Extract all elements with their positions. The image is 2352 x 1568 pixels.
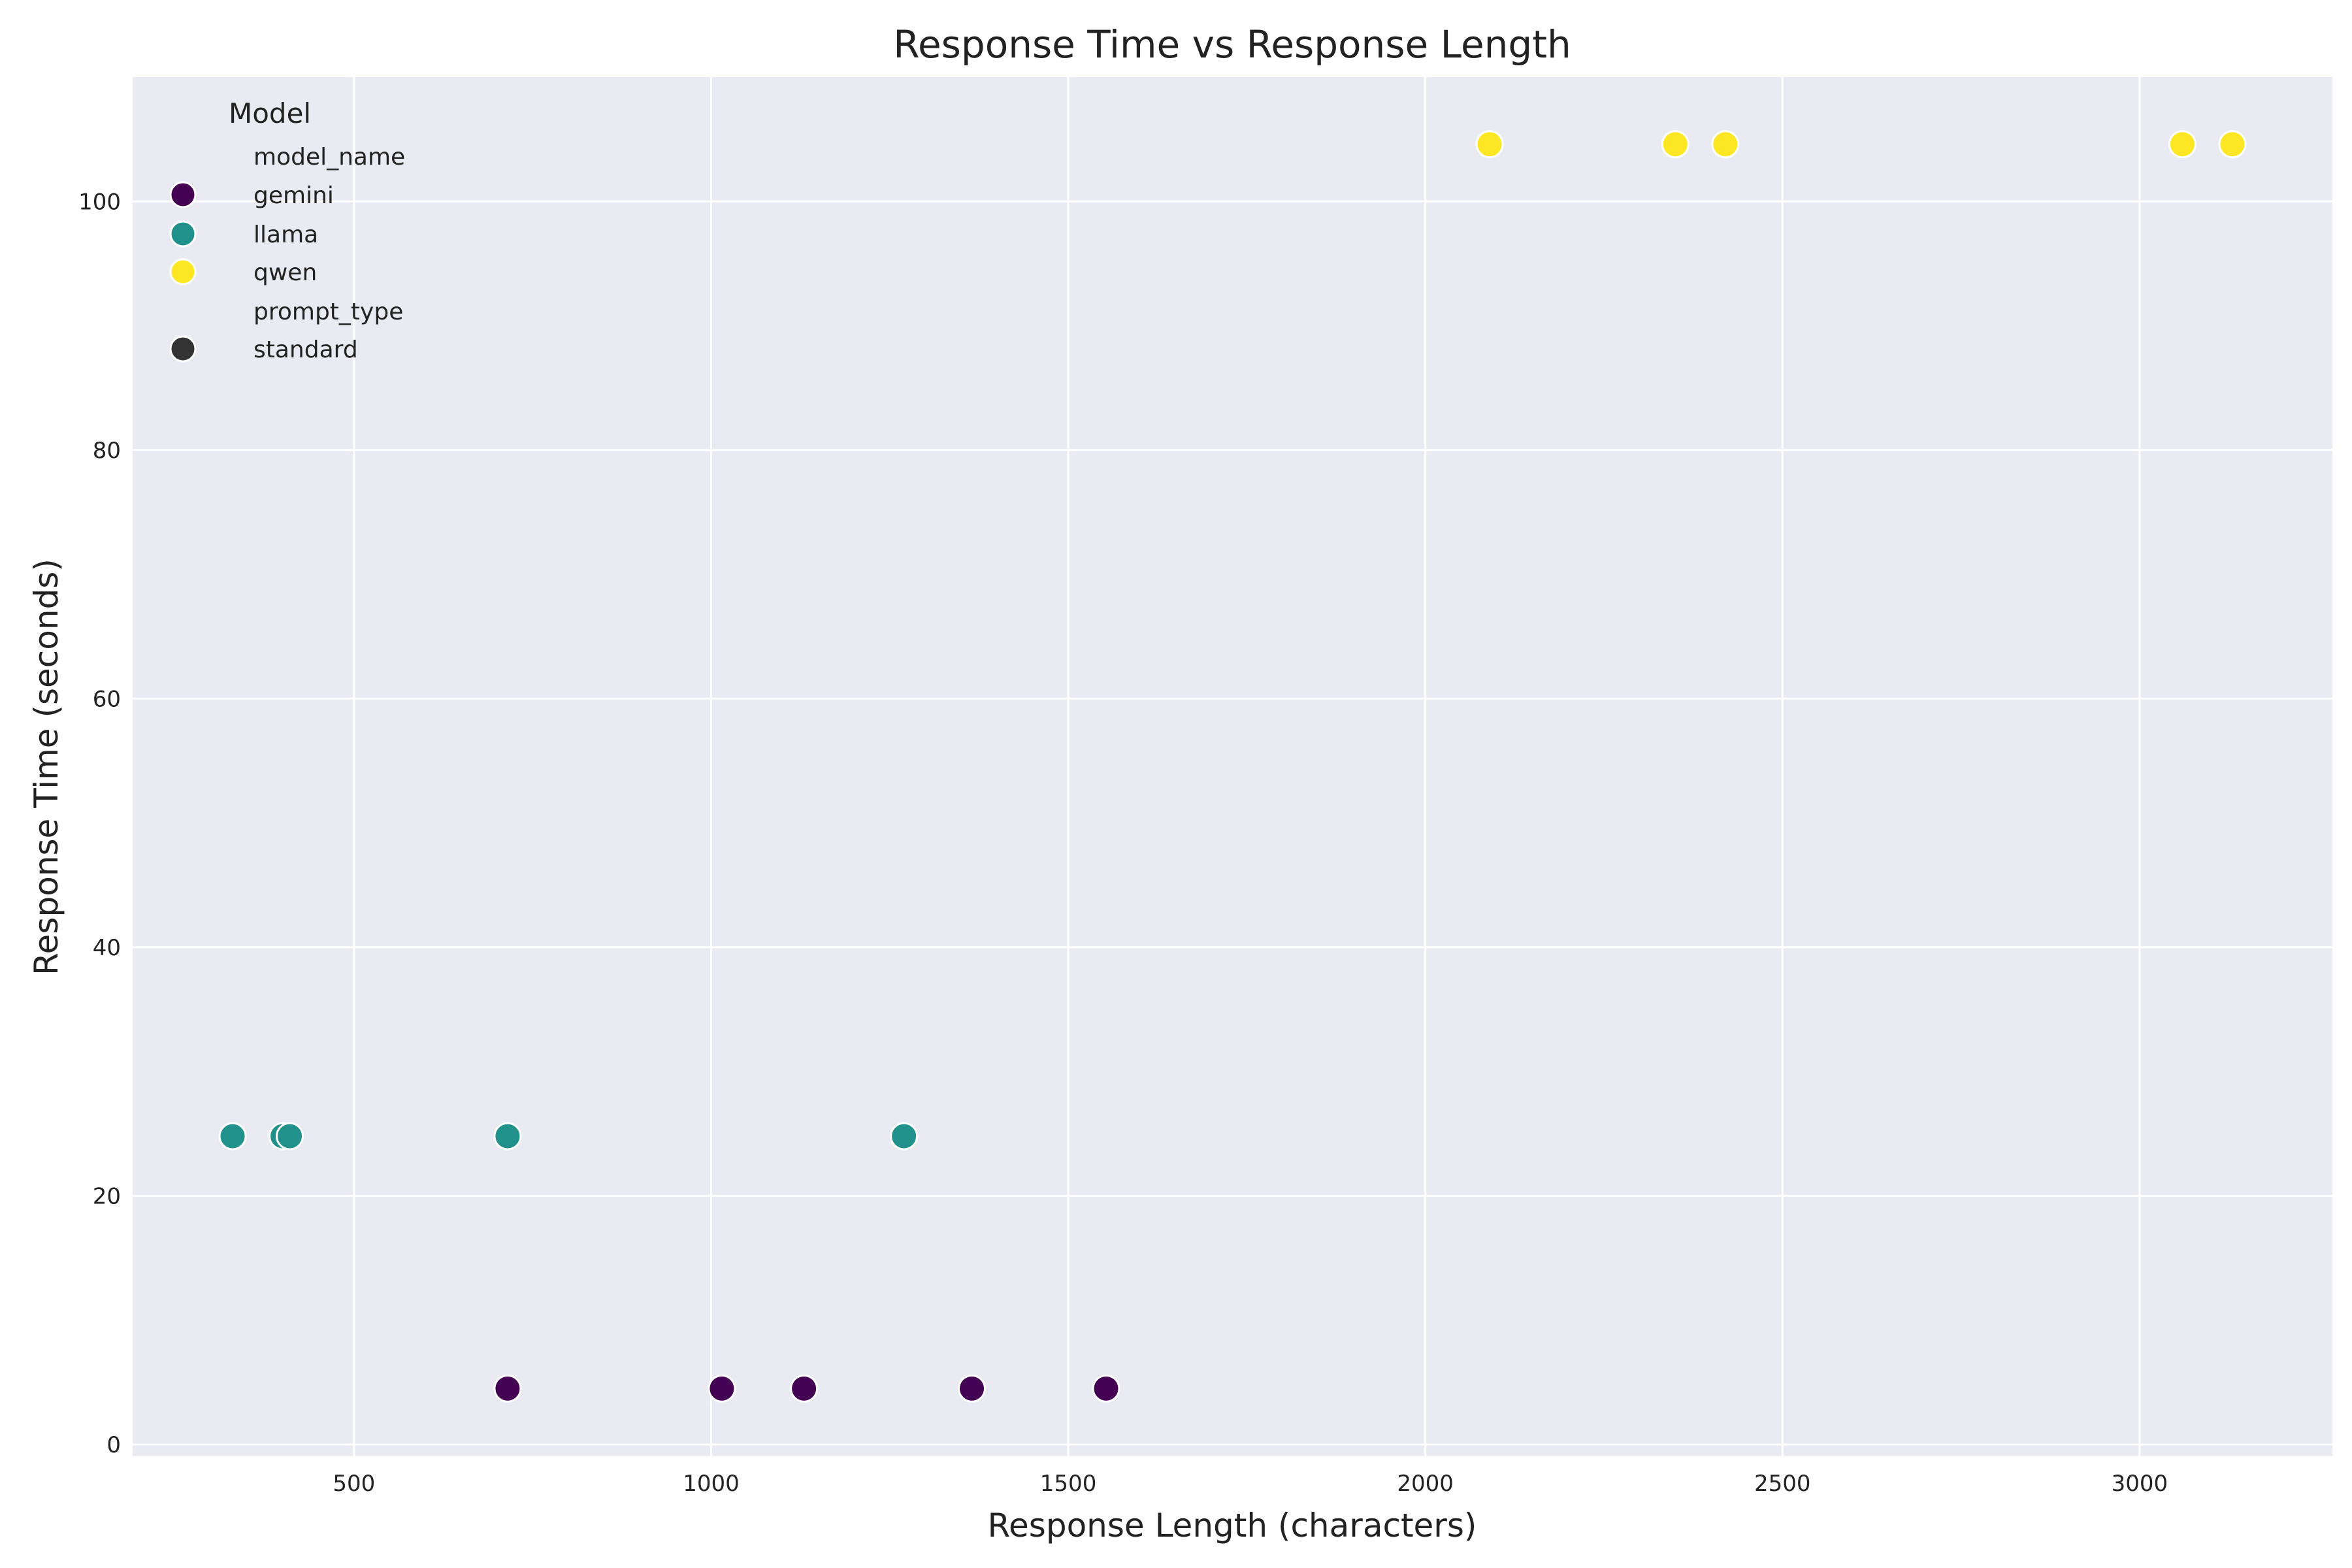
x-tick-label: 500 xyxy=(333,1471,375,1497)
y-tick-label: 20 xyxy=(93,1183,121,1209)
x-tick-label: 1000 xyxy=(683,1471,740,1497)
data-point-gemini xyxy=(790,1374,819,1403)
legend-title: Model xyxy=(229,97,311,129)
legend-marker-gemini xyxy=(169,181,197,208)
legend: Model model_name gemini llama qwen promp… xyxy=(169,97,405,363)
data-point-llama xyxy=(276,1122,304,1151)
chart-title: Response Time vs Response Length xyxy=(893,22,1571,67)
data-points xyxy=(218,130,2247,1403)
legend-label-standard: standard xyxy=(253,336,358,363)
y-tick-label: 100 xyxy=(78,189,121,215)
data-point-llama xyxy=(493,1122,522,1151)
data-point-gemini xyxy=(957,1374,986,1403)
data-point-qwen xyxy=(1711,130,1740,159)
x-tick-label: 2500 xyxy=(1754,1471,1811,1497)
data-point-llama xyxy=(218,1122,247,1151)
x-tick-label: 1500 xyxy=(1040,1471,1097,1497)
y-tick-labels: 0 20 40 60 80 100 xyxy=(78,189,121,1458)
data-point-gemini xyxy=(708,1374,736,1403)
legend-label-llama: llama xyxy=(253,221,318,248)
legend-hue-heading: model_name xyxy=(253,144,405,171)
legend-marker-qwen xyxy=(169,258,197,286)
legend-marker-standard xyxy=(169,335,197,363)
data-point-qwen xyxy=(2168,130,2197,159)
x-tick-label: 2000 xyxy=(1397,1471,1454,1497)
data-point-qwen xyxy=(2218,130,2247,159)
y-tick-label: 40 xyxy=(93,935,121,961)
legend-marker-llama xyxy=(169,220,197,248)
data-point-qwen xyxy=(1661,130,1690,159)
y-tick-label: 60 xyxy=(93,686,121,712)
legend-style-heading: prompt_type xyxy=(253,299,403,325)
legend-label-qwen: qwen xyxy=(253,259,317,286)
data-point-llama xyxy=(890,1122,919,1151)
plot-background xyxy=(133,77,2332,1457)
grid-lines xyxy=(133,77,2332,1457)
x-axis-label: Response Length (characters) xyxy=(988,1507,1477,1544)
legend-label-gemini: gemini xyxy=(253,182,334,209)
data-point-gemini xyxy=(493,1374,522,1403)
y-tick-label: 80 xyxy=(93,438,121,464)
y-axis-label: Response Time (seconds) xyxy=(27,559,65,975)
y-tick-label: 0 xyxy=(106,1432,121,1458)
x-tick-label: 3000 xyxy=(2112,1471,2168,1497)
data-point-qwen xyxy=(1475,130,1504,159)
data-point-gemini xyxy=(1092,1374,1120,1403)
x-tick-labels: 500 1000 1500 2000 2500 3000 xyxy=(333,1471,2168,1497)
